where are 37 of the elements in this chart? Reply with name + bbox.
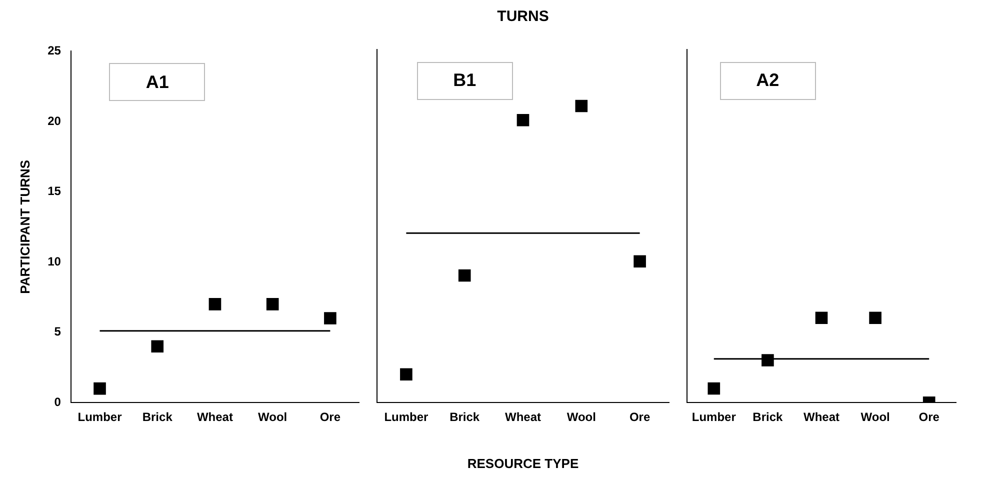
x-tick-label: Ore xyxy=(320,410,341,424)
x-tick-label: Wool xyxy=(258,410,288,424)
y-tick-label: 10 xyxy=(48,254,62,268)
point xyxy=(634,255,646,268)
annotation: A2 xyxy=(756,70,780,91)
point xyxy=(575,100,588,112)
annotation: B1 xyxy=(453,70,476,91)
x-tick-label: Lumber xyxy=(692,410,736,424)
point xyxy=(400,368,412,381)
point xyxy=(208,298,222,310)
x-tick-label: Wool xyxy=(566,410,596,424)
y-axis-title: PARTICIPANT TURNS xyxy=(17,160,32,294)
point xyxy=(516,114,530,126)
x-tick-label: Ore xyxy=(629,410,650,424)
point xyxy=(94,382,106,395)
point xyxy=(266,298,279,310)
point xyxy=(151,340,164,353)
x-tick-label: Lumber xyxy=(78,410,122,424)
x-tick-label: Brick xyxy=(142,410,173,424)
point xyxy=(324,312,336,324)
x-tick-label: Brick xyxy=(752,410,784,424)
y-tick-label: 0 xyxy=(54,394,62,409)
x-tick-label: Wheat xyxy=(505,410,542,424)
annotation: A1 xyxy=(146,72,169,93)
x-axis-title: RESOURCE TYPE xyxy=(466,456,580,471)
x-tick-label: Ore xyxy=(918,410,940,424)
point xyxy=(458,269,471,282)
y-tick-label: 5 xyxy=(54,324,62,339)
x-tick-label: Brick xyxy=(450,410,480,424)
x-tick-label: Wheat xyxy=(196,410,233,424)
x-tick-label: Wool xyxy=(860,410,890,424)
y-tick-label: 20 xyxy=(48,114,62,128)
chart-title: TURNS xyxy=(496,8,550,25)
y-tick-label: 15 xyxy=(48,184,62,198)
x-tick-label: Wheat xyxy=(804,410,840,424)
x-tick-label: Lumber xyxy=(384,410,429,424)
y-tick-label: 25 xyxy=(48,44,62,58)
